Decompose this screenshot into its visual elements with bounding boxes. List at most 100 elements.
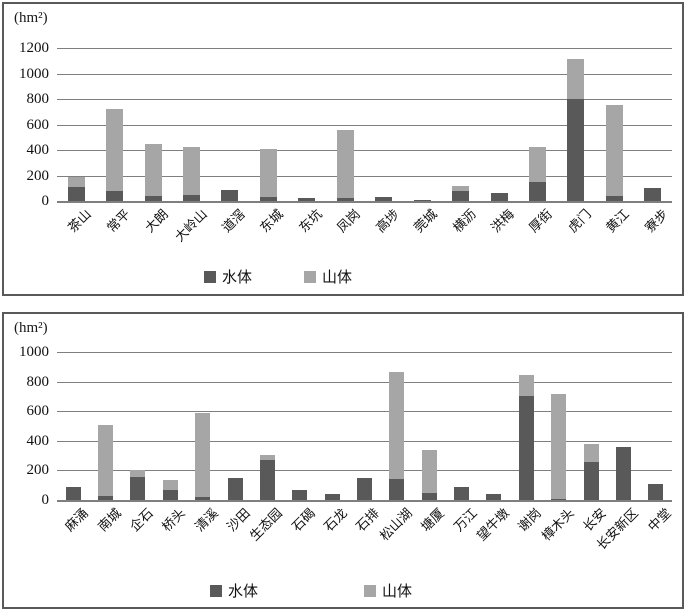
x-axis-category-label: 东城: [257, 206, 287, 236]
x-axis-category-label: 东坑: [295, 206, 325, 236]
legend-item-mountain: 山体: [364, 580, 412, 601]
bar-segment-mountain: [528, 147, 546, 182]
x-axis-category-label: 南城: [94, 505, 124, 535]
legend-swatch-water-icon: [204, 270, 216, 283]
bar-segment-mountain: [452, 186, 470, 192]
legend-label-water: 水体: [222, 270, 253, 286]
bar-segment-water: [644, 187, 662, 201]
x-axis-category-label: 石龙: [321, 505, 351, 535]
gridline: [57, 352, 672, 353]
x-axis-category-label: 中堂: [644, 505, 674, 535]
y-axis-tick-label: 200: [26, 167, 50, 184]
x-axis-category-label: 高埗: [372, 206, 402, 236]
bar-segment-water: [227, 477, 243, 500]
x-axis-category-label: 麻涌: [62, 505, 92, 535]
bar-segment-water: [259, 460, 275, 500]
x-axis-category-label: 凤岗: [334, 206, 364, 236]
gridline: [57, 150, 672, 151]
x-axis-category-label: 常平: [103, 206, 133, 236]
bar-segment-mountain: [567, 58, 585, 99]
y-axis-tick-label: 1200: [19, 40, 49, 56]
y-axis-tick-label: 600: [26, 403, 50, 420]
bar-segment-water: [454, 486, 470, 500]
bar-segment-water: [486, 494, 502, 500]
x-axis-category-label: 寮步: [641, 206, 671, 236]
gridline: [57, 440, 672, 442]
bar-segment-water: [298, 198, 316, 201]
x-axis-category-label: 石碣: [288, 505, 318, 535]
bar-segment-water: [221, 189, 239, 201]
y-axis-tick-label: 1000: [19, 65, 49, 82]
bar-segment-mountain: [162, 480, 178, 490]
gridline: [57, 470, 672, 472]
x-axis-category-label: 桥头: [159, 505, 189, 535]
x-axis-category-label: 清溪: [191, 505, 221, 535]
gridline: [57, 48, 672, 49]
bar-segment-water: [324, 494, 340, 500]
x-axis-category-label: 虎门: [564, 206, 594, 236]
bar-segment-mountain: [389, 371, 405, 480]
bar-segment-water: [357, 477, 372, 500]
bar-segment-water: [452, 191, 470, 201]
y-axis-tick-label: 1000: [19, 344, 49, 360]
gridline: [57, 73, 672, 75]
y-axis-unit-label: (hm²): [14, 10, 48, 26]
bar-segment-mountain: [583, 443, 599, 463]
legend-label-water: 水体: [228, 584, 259, 600]
bar-segment-water: [389, 479, 405, 500]
x-axis-category-label: 大朗: [141, 206, 171, 236]
x-axis-category-label: 道滘: [218, 206, 248, 236]
bar-segment-water: [413, 199, 431, 201]
bar-segment-water: [336, 198, 354, 201]
bar-segment-mountain: [67, 177, 85, 187]
y-axis-unit-label: (hm²): [14, 320, 48, 336]
x-axis-category-label: 厚街: [526, 206, 556, 236]
gridline: [57, 381, 672, 383]
bar-segment-water: [144, 195, 162, 201]
x-axis-category-label: 洪梅: [487, 206, 517, 236]
bar-segment-water: [162, 489, 178, 500]
bar-segment-water: [106, 191, 124, 201]
x-axis-line: [57, 500, 672, 502]
x-axis-category-label: 茶山: [65, 206, 95, 236]
bar-segment-water: [528, 181, 546, 201]
bar-segment-water: [583, 462, 599, 500]
bar-segment-water: [615, 447, 631, 500]
bar-segment-mountain: [605, 105, 623, 196]
gridline: [57, 99, 672, 100]
legend-item-mountain: 山体: [304, 266, 352, 287]
legend-swatch-water-icon: [210, 584, 222, 597]
x-axis-category-label: 企石: [126, 505, 156, 535]
legend-label-mountain: 山体: [382, 584, 413, 600]
y-axis-tick-label: 400: [26, 142, 50, 158]
y-axis-tick-label: 0: [41, 193, 50, 209]
bar-segment-mountain: [130, 470, 146, 478]
bar-segment-water: [183, 195, 201, 201]
bar-segment-water: [421, 493, 437, 500]
y-axis-tick-label: 800: [26, 373, 50, 390]
bar-segment-mountain: [195, 412, 211, 498]
x-axis-category-label: 松山湖: [376, 505, 415, 544]
bar-segment-mountain: [183, 146, 201, 196]
bar-segment-mountain: [144, 143, 162, 196]
bar-segment-mountain: [259, 454, 275, 461]
bar-segment-mountain: [336, 130, 354, 199]
chart-panel-top: (hm²) 水体 山体 0 200 400 600 800 1000 1200 茶山 常平 大朗大…: [2, 2, 684, 296]
bar-segment-water: [518, 396, 534, 500]
y-axis-tick-label: 800: [26, 91, 50, 107]
y-axis-tick-label: 600: [26, 116, 50, 133]
x-axis-category-label: 横沥: [449, 206, 479, 236]
x-axis-category-label: 塘厦: [418, 505, 448, 535]
bar-segment-mountain: [98, 425, 114, 497]
bar-segment-water: [605, 195, 623, 201]
y-axis-tick-label: 200: [26, 462, 50, 479]
bar-segment-water: [259, 197, 277, 201]
bar-segment-mountain: [421, 450, 437, 494]
bar-segment-water: [130, 477, 146, 500]
gridline: [57, 411, 672, 413]
bar-segment-water: [648, 484, 664, 500]
gridline: [57, 175, 672, 177]
chart-panel-bottom: (hm²) 水体 山体 0 200 400 600 800 1000 麻涌 南城 企石 桥头 清溪沙…: [2, 312, 684, 609]
legend-swatch-mountain-icon: [304, 270, 316, 283]
